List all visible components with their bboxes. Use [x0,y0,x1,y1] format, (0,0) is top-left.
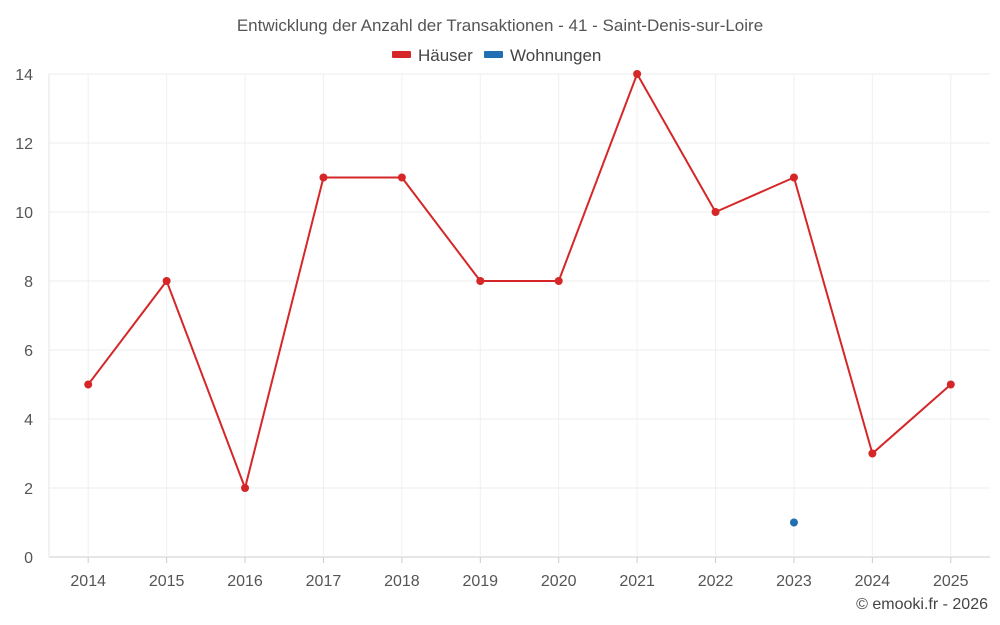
data-point-hauser[interactable] [633,70,642,78]
y-tick-label: 12 [15,136,33,153]
x-tick-label: 2018 [384,573,420,590]
x-tick-label: 2016 [227,573,263,590]
data-point-hauser[interactable] [476,277,485,285]
series-line-hauser [87,73,952,489]
x-tick-label: 2025 [933,573,969,590]
y-tick-label: 8 [24,274,33,291]
x-tick-label: 2021 [619,573,655,590]
data-point-hauser[interactable] [162,277,171,285]
x-tick-label: 2020 [541,573,577,590]
y-tick-label: 2 [24,481,33,498]
x-tick-label: 2024 [855,573,891,590]
x-tick-label: 2015 [149,573,185,590]
legend: Häuser Wohnungen [392,46,601,65]
x-tick-label: 2022 [698,573,734,590]
y-tick-label: 10 [15,205,33,222]
data-point-hauser[interactable] [946,380,955,389]
data-point-wohnungen[interactable] [789,518,798,527]
data-point-hauser[interactable] [397,173,406,182]
x-tick-label: 2019 [462,573,498,590]
legend-swatch-wohnungen [484,51,503,58]
data-point-hauser[interactable] [319,173,328,182]
y-tick-label: 4 [24,412,33,429]
data-point-hauser[interactable] [554,277,563,285]
data-point-hauser[interactable] [711,208,720,216]
credit-text: © emooki.fr - 2026 [856,596,988,613]
x-tick-label: 2023 [776,573,812,590]
data-point-hauser[interactable] [241,484,250,492]
y-tick-label: 14 [15,67,33,84]
y-axis: 0 2 4 6 8 10 12 14 [15,67,50,567]
data-point-hauser[interactable] [789,173,798,182]
legend-swatch-hauser [392,51,411,58]
x-tick-label: 2017 [306,573,342,590]
chart-title: Entwicklung der Anzahl der Transaktionen… [237,16,763,35]
legend-label-hauser[interactable]: Häuser [418,46,473,65]
data-point-hauser[interactable] [868,449,877,458]
series-layer [84,70,955,527]
x-tick-label: 2014 [70,573,106,590]
data-point-hauser[interactable] [84,380,93,389]
legend-label-wohnungen[interactable]: Wohnungen [510,46,601,65]
grid [49,73,990,558]
x-axis: 2014 2015 2016 2017 2018 2019 2020 2021 2022 2023… [70,557,969,590]
y-tick-label: 6 [24,343,33,360]
y-tick-label: 0 [24,550,33,567]
